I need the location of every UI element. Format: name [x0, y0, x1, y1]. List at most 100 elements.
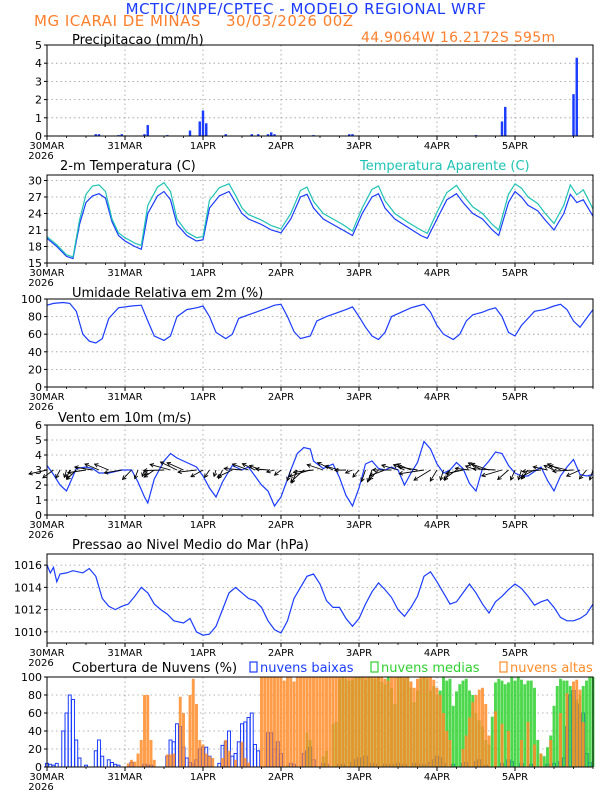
wind-vector-arrow [134, 469, 139, 479]
cloud-bar-nuvens-medias [507, 682, 510, 767]
wind-vector-arrow [352, 469, 360, 478]
legend-label-nuvens-altas: nuvens altas [510, 661, 593, 676]
y-tick-label: 1 [35, 112, 42, 125]
cloud-bar-nuvens-altas [367, 677, 371, 767]
cloud-bar-nuvens-medias [464, 678, 468, 767]
cloud-bar-nuvens-altas [377, 677, 380, 767]
pres-title: Pressao ao Nivel Medio do Mar (hPa) [72, 538, 309, 553]
wind-vector-head [133, 474, 139, 480]
cloud-bar-nuvens-medias [503, 684, 507, 767]
precip-bar [201, 110, 205, 136]
wind-vector-head [254, 466, 260, 472]
wind-vector-arrow [396, 463, 412, 471]
x-tick-label: 1APR [190, 141, 216, 152]
wind-vector-head [371, 467, 377, 473]
cloud-bar-nuvens-medias [497, 678, 501, 767]
legend-label-nuvens-medias: nuvens medias [381, 661, 480, 676]
wind-vector-head [93, 463, 99, 468]
cloud-bar-nuvens-altas [373, 677, 377, 767]
precip-bar [143, 134, 146, 136]
x-tick-label: 4APR [424, 392, 450, 403]
cloud-bar-nuvens-altas [351, 677, 354, 767]
cloud-bar-nuvens-altas [325, 677, 328, 767]
cloud-bar-nuvens-altas [494, 711, 497, 767]
wind-vector-head [292, 469, 298, 475]
x-tick-label: 30MAR [29, 520, 64, 531]
cloud-bar-nuvens-altas [338, 677, 341, 767]
wind-title: Vento em 10m (m/s) [58, 411, 191, 426]
x-tick-label: 2APR [268, 772, 294, 783]
wind-vector-arrow [471, 463, 490, 471]
cloud-bar-nuvens-altas [370, 677, 374, 767]
cloud-bar-nuvens-baixas [74, 739, 79, 768]
y-tick-label: 5 [35, 434, 42, 447]
x-tick-label: 1APR [190, 772, 216, 783]
cloud-bar-nuvens-altas [318, 677, 322, 767]
cloud-bar-nuvens-altas [243, 758, 247, 767]
wind-vector-head [177, 469, 182, 475]
y-tick-label: 0 [35, 130, 42, 143]
wind-vector-arrow [566, 469, 581, 477]
y-tick-label: 40 [28, 725, 42, 738]
cloud-bar-nuvens-altas [299, 677, 302, 767]
x-tick-label: 3APR [346, 520, 372, 531]
wind-vector-head [396, 463, 402, 468]
precip-bar [205, 123, 208, 136]
cloud-bar-nuvens-altas [425, 677, 429, 767]
wind-vector-head [66, 475, 71, 481]
x-tick-label: 4APR [424, 648, 450, 659]
wind-vector-arrow [213, 469, 217, 477]
x-tick-label: 30MAR [29, 268, 64, 279]
x-tick-label: 30MAR [29, 141, 64, 152]
cloud-bar-nuvens-medias [529, 680, 533, 767]
wind-vector-arrow [361, 469, 366, 482]
cloud-bar-nuvens-baixas [217, 762, 222, 768]
x-tick-label: 1APR [190, 520, 216, 531]
wind-vector-arrow [224, 467, 243, 471]
cloud-bar-nuvens-altas [149, 740, 153, 767]
cloud-bar-nuvens-baixas [246, 717, 251, 768]
year-label: 2026 [28, 530, 53, 541]
cloud-bar-nuvens-altas [383, 678, 387, 767]
year-label: 2026 [28, 278, 53, 289]
cloud-bar-nuvens-altas [201, 744, 205, 767]
cloud-bar-nuvens-altas [477, 689, 481, 767]
wind-vector-head [517, 475, 522, 481]
cloud-bar-nuvens-medias [513, 680, 517, 767]
wind-vector-arrow [286, 469, 292, 481]
x-tick-label: 2APR [268, 648, 294, 659]
x-tick-label: 30MAR [29, 648, 64, 659]
legend-label-nuvens-baixas: nuvens baixas [260, 661, 354, 676]
cloud-bar-nuvens-altas [549, 740, 553, 767]
precip-bar [257, 134, 260, 136]
y-tick-label: 4 [35, 57, 42, 70]
wind-vector-arrow [440, 469, 444, 481]
wind-vector-arrow [143, 469, 155, 478]
wind-vector-head [366, 477, 371, 483]
rh-panel-frame [46, 298, 594, 388]
wind-vector-head [286, 476, 291, 482]
wind-vector-head [439, 476, 444, 482]
wind-vector-head [392, 464, 398, 469]
x-tick-label: 31MAR [107, 392, 142, 403]
cloud-bar-nuvens-altas [448, 740, 452, 767]
wind-vector-head [398, 470, 404, 476]
wind-vector-arrow [255, 468, 269, 471]
wind-vector-arrow [160, 461, 178, 471]
cloud-bar-nuvens-altas [247, 762, 250, 767]
cloud-bar-nuvens-altas [406, 677, 410, 767]
precip-bar [250, 134, 253, 136]
cloud-bar-nuvens-medias [451, 705, 455, 767]
y-tick-label: 2 [35, 94, 42, 107]
x-tick-label: 4APR [424, 268, 450, 279]
cloud-bar-nuvens-baixas [77, 757, 82, 768]
wind-vector-head [204, 473, 209, 479]
cloud-bar-nuvens-medias [516, 677, 520, 767]
cloud-bar-nuvens-baixas [71, 699, 75, 768]
cloud-bar-nuvens-medias [461, 680, 465, 767]
wind-vector-head [143, 473, 149, 478]
cloud-bar-nuvens-altas [286, 677, 289, 767]
cloud-bar-nuvens-altas [429, 677, 432, 767]
wind-vector-arrow [399, 469, 425, 475]
wind-vector-arrow [522, 469, 542, 473]
